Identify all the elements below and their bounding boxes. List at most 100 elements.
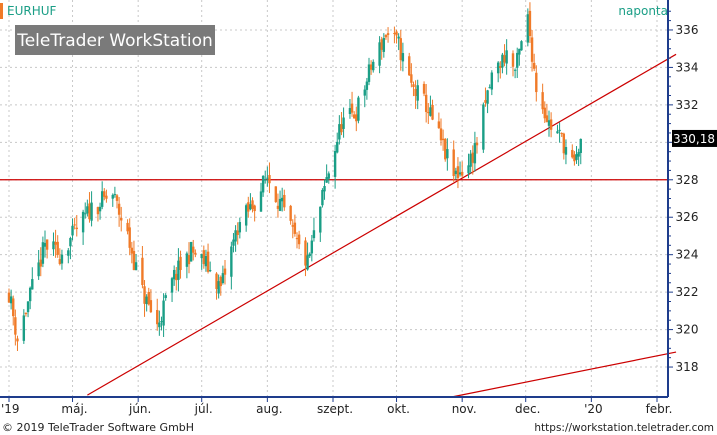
- candle-down: [471, 152, 474, 163]
- candle-up: [280, 197, 284, 202]
- source-url[interactable]: https://workstation.teletrader.com: [534, 422, 714, 434]
- candle-up: [208, 270, 212, 272]
- candle-up: [382, 38, 386, 52]
- candle-up: [230, 246, 233, 277]
- candle-up: [513, 69, 517, 71]
- candle-up: [43, 242, 47, 247]
- candle-up: [336, 141, 339, 153]
- candle-down: [88, 203, 91, 220]
- y-tick-label: 336: [676, 23, 699, 37]
- candle-up: [501, 54, 504, 68]
- last-price-tag: 330,18: [672, 129, 717, 147]
- candle-down: [103, 191, 106, 197]
- x-tick-label: máj.: [61, 402, 87, 416]
- candle-up: [177, 260, 180, 280]
- y-axis[interactable]: 318320322324326328330332334336: [667, 0, 699, 397]
- candle-down: [117, 203, 121, 215]
- candle-up: [454, 170, 458, 175]
- candle-down: [380, 39, 383, 50]
- candle-up: [518, 48, 521, 55]
- x-tick-label: nov.: [452, 402, 477, 416]
- y-tick-label: 332: [676, 98, 699, 112]
- candle-down: [143, 286, 146, 304]
- candle-up: [558, 129, 561, 131]
- candle-down: [56, 241, 59, 255]
- candle-up: [308, 253, 311, 257]
- candle-down: [247, 202, 250, 212]
- candle-down: [475, 142, 479, 146]
- candle-down: [141, 257, 144, 286]
- candle-up: [221, 273, 225, 284]
- candle-down: [75, 227, 78, 230]
- candle-down: [530, 37, 534, 62]
- candle-down: [120, 217, 123, 221]
- candle-up: [111, 194, 114, 199]
- x-tick-label: aug.: [256, 402, 282, 416]
- y-tick-label: 334: [676, 60, 699, 74]
- candle-down: [545, 115, 549, 122]
- candle-up: [134, 262, 138, 271]
- candle-down: [295, 237, 299, 240]
- candle-down: [369, 64, 373, 70]
- candle-up: [204, 255, 208, 267]
- candle-down: [187, 255, 191, 265]
- candle-down: [194, 252, 197, 255]
- candle-down: [130, 247, 134, 254]
- symbol-label: EURHUF: [7, 4, 57, 18]
- candle-up: [486, 90, 489, 104]
- candle-down: [422, 83, 426, 94]
- candle-down: [147, 291, 150, 305]
- candle-down: [179, 256, 182, 270]
- candle-down: [253, 205, 256, 212]
- candle-up: [338, 124, 341, 140]
- candle-up: [98, 206, 102, 212]
- candle-up: [31, 279, 34, 290]
- trend-line: [87, 53, 677, 396]
- candle-down: [175, 273, 178, 281]
- candle-up: [22, 315, 26, 341]
- candle-up: [81, 211, 85, 233]
- candle-down: [437, 121, 441, 129]
- candle-up: [575, 154, 578, 160]
- candle-up: [556, 131, 559, 134]
- x-tick-label: szept.: [317, 402, 353, 416]
- candle-down: [14, 317, 17, 335]
- last-price-box: [672, 129, 717, 147]
- x-tick-label: febr.: [646, 402, 673, 416]
- x-axis[interactable]: '19 máj. jún. júl. aug. szept. okt. nov. dec. '20…: [0, 396, 673, 416]
- candle-down: [484, 100, 487, 103]
- candle-down: [386, 33, 390, 35]
- candle-down: [283, 194, 286, 208]
- y-tick-label: 326: [676, 210, 699, 224]
- candle-up: [516, 52, 519, 68]
- candle-up: [67, 250, 70, 256]
- watermark-text: TeleTrader WorkStation: [16, 31, 213, 51]
- y-tick-label: 324: [676, 248, 699, 262]
- candle-up: [467, 165, 470, 174]
- candle-down: [297, 234, 301, 245]
- period-label[interactable]: naponta: [618, 4, 668, 18]
- candle-down: [427, 111, 430, 114]
- candle-down: [54, 241, 57, 245]
- candle-down: [412, 84, 415, 87]
- candle-up: [333, 151, 337, 177]
- candle-up: [264, 179, 267, 181]
- candle-down: [384, 34, 388, 38]
- candle-up: [26, 301, 30, 313]
- candle-up: [172, 269, 176, 280]
- candle-up: [278, 198, 282, 211]
- candle-up: [397, 36, 400, 39]
- x-tick-label: dec.: [515, 402, 540, 416]
- candle-down: [503, 55, 506, 63]
- candle-up: [401, 53, 405, 62]
- candle-down: [45, 239, 49, 250]
- candlestick-series: [7, 2, 582, 352]
- candle-down: [414, 88, 417, 97]
- candle-down: [192, 246, 195, 253]
- candle-up: [261, 175, 265, 193]
- candle-down: [215, 273, 218, 289]
- candle-down: [352, 114, 356, 119]
- candle-up: [416, 85, 419, 101]
- candle-down: [268, 175, 271, 184]
